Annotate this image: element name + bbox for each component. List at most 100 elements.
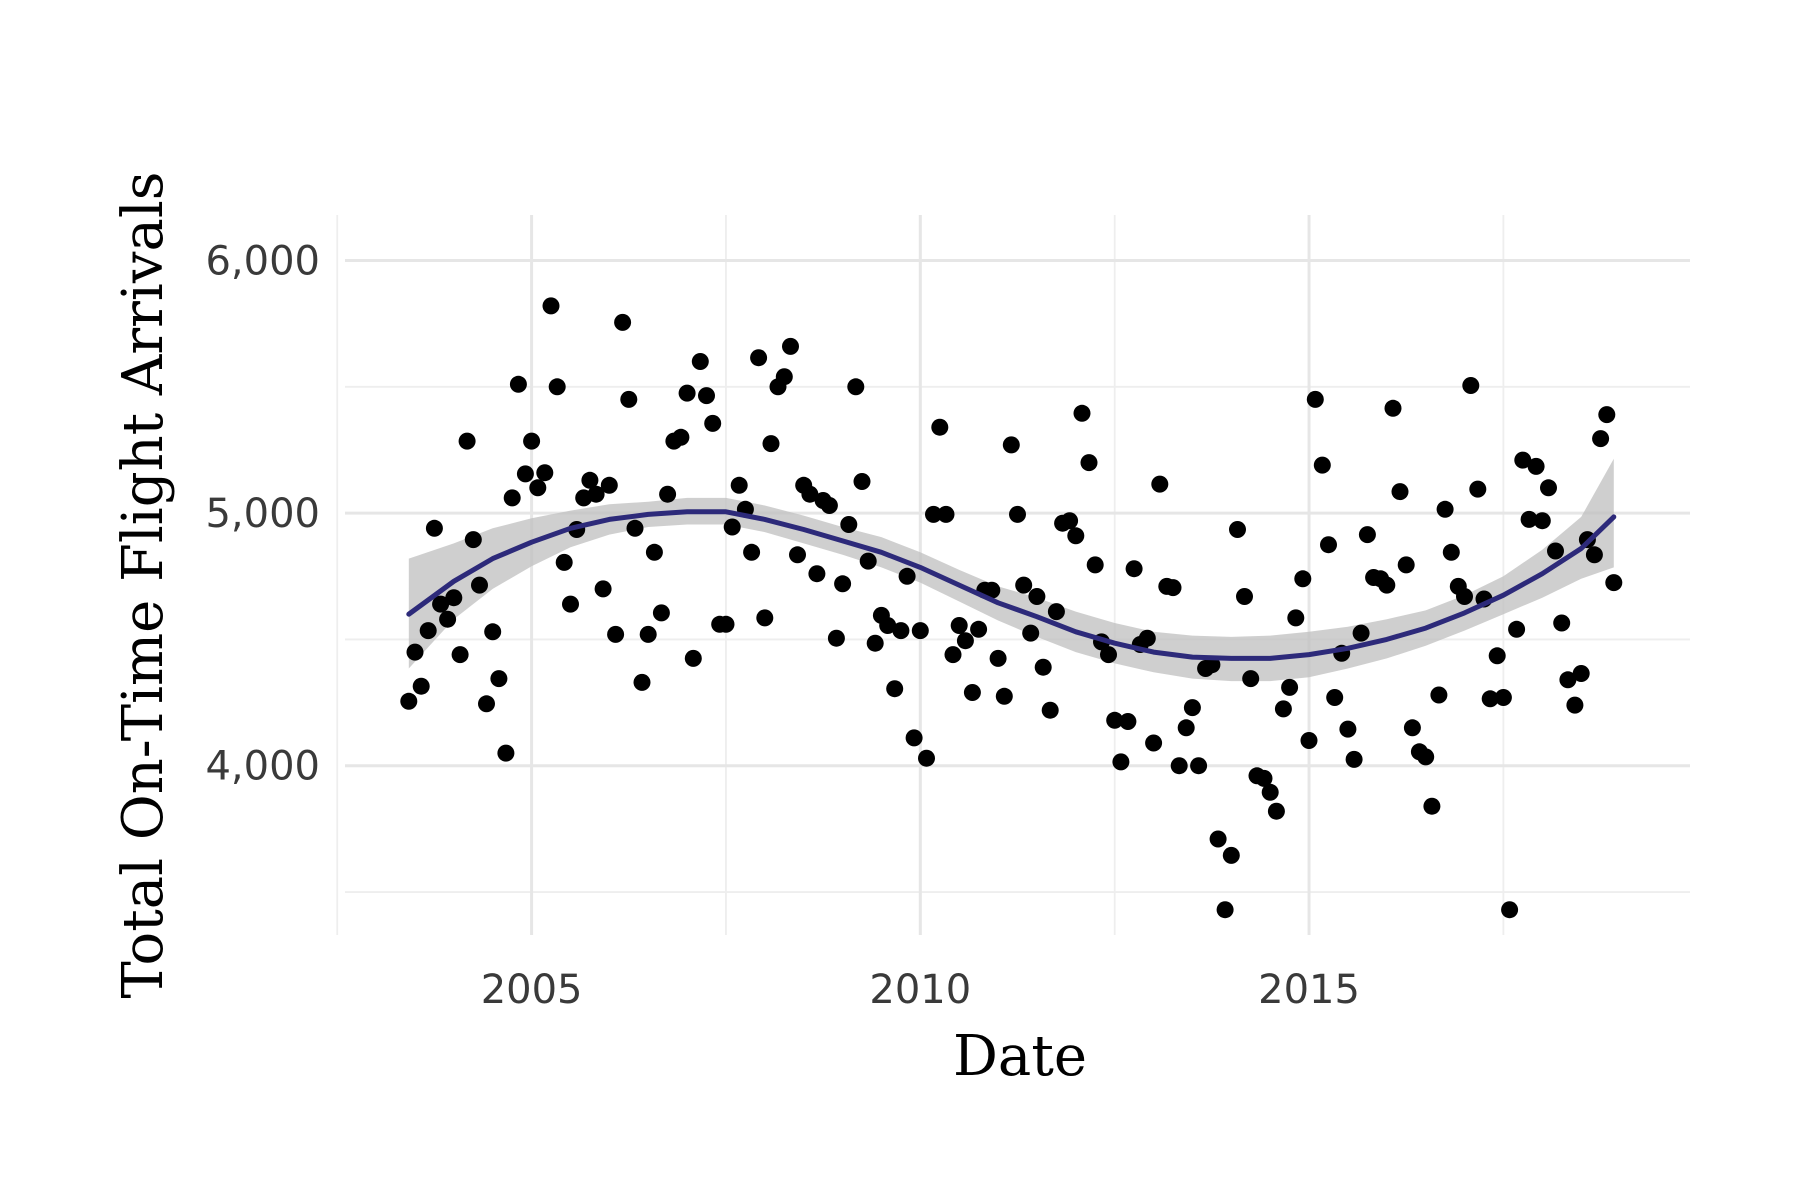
- trend-line: [406, 509, 1617, 661]
- data-point: [1417, 748, 1435, 766]
- data-point: [1481, 690, 1499, 708]
- data-point: [1378, 576, 1396, 594]
- data-point: [723, 518, 741, 536]
- data-point: [808, 565, 826, 583]
- data-point: [1138, 629, 1156, 647]
- data-point: [1469, 480, 1487, 498]
- data-point: [1287, 609, 1305, 627]
- data-point: [1086, 556, 1104, 574]
- data-point: [600, 476, 618, 494]
- data-point: [970, 620, 988, 638]
- data-point: [419, 622, 437, 640]
- data-point: [1501, 901, 1519, 919]
- data-point: [652, 604, 670, 622]
- data-point: [1527, 457, 1545, 475]
- data-point: [1203, 656, 1221, 674]
- data-point: [645, 543, 663, 561]
- data-point: [1041, 701, 1059, 719]
- data-point: [1222, 846, 1240, 864]
- data-point: [1177, 719, 1195, 737]
- data-point: [892, 622, 910, 640]
- minor-gridlines: [336, 215, 1690, 935]
- data-point: [1261, 783, 1279, 801]
- data-point: [445, 589, 463, 607]
- data-point: [458, 432, 476, 450]
- data-point: [659, 485, 677, 503]
- confidence-band: [408, 458, 1614, 682]
- data-point: [1190, 757, 1208, 775]
- data-points: [400, 297, 1623, 919]
- data-point: [1533, 512, 1551, 530]
- data-point: [1559, 671, 1577, 689]
- data-point: [1313, 456, 1331, 474]
- data-point: [678, 384, 696, 402]
- x-axis-ticks: 2005 2010 2015: [481, 967, 1360, 1013]
- data-point: [432, 595, 450, 613]
- data-point: [1326, 689, 1344, 706]
- data-point: [853, 473, 871, 490]
- y-axis-title: Total On-Time Flight Arrivals: [111, 172, 176, 999]
- data-point: [1592, 430, 1610, 448]
- data-point: [478, 695, 495, 713]
- data-point: [1274, 700, 1292, 718]
- data-point: [439, 610, 457, 628]
- data-point: [626, 519, 644, 537]
- data-point: [1566, 696, 1584, 714]
- data-point: [789, 546, 806, 564]
- data-point: [1145, 734, 1163, 752]
- data-point: [672, 428, 690, 446]
- data-point: [1183, 699, 1201, 717]
- y-axis-ticks: 4,000 5,000 6,000: [205, 238, 320, 789]
- data-point: [1514, 451, 1532, 469]
- data-point: [1267, 802, 1285, 820]
- data-point: [406, 643, 424, 661]
- data-point: [1209, 830, 1227, 848]
- data-point: [484, 623, 502, 641]
- data-point: [1002, 436, 1020, 454]
- data-point: [775, 368, 793, 386]
- data-point: [542, 297, 560, 315]
- data-point: [587, 485, 605, 503]
- data-point: [529, 479, 547, 497]
- x-tick-label: 2005: [481, 967, 583, 1013]
- data-point: [925, 505, 942, 523]
- data-point: [471, 576, 488, 594]
- data-point: [905, 729, 923, 747]
- data-point: [684, 649, 702, 667]
- data-point: [1281, 678, 1299, 696]
- data-point: [1164, 579, 1182, 597]
- data-point: [490, 670, 508, 688]
- data-point: [1430, 686, 1448, 704]
- data-point: [983, 581, 1001, 599]
- data-point: [847, 378, 865, 396]
- data-point: [801, 485, 819, 503]
- data-point: [1106, 711, 1124, 729]
- data-point: [886, 680, 904, 698]
- data-point: [1300, 732, 1318, 749]
- data-point: [1125, 560, 1143, 578]
- data-point: [750, 349, 768, 367]
- data-point: [1112, 753, 1130, 771]
- data-point: [607, 625, 625, 643]
- data-point: [509, 375, 527, 393]
- data-point: [1553, 614, 1571, 632]
- data-point: [1073, 404, 1091, 422]
- data-point: [730, 476, 748, 494]
- data-point: [1067, 527, 1085, 545]
- data-point: [1151, 475, 1169, 493]
- x-tick-label: 2015: [1258, 967, 1360, 1013]
- data-point: [516, 465, 534, 483]
- data-point: [1494, 689, 1512, 706]
- y-tick-label: 6,000: [205, 238, 320, 284]
- data-point: [1061, 512, 1079, 530]
- data-point: [562, 595, 579, 613]
- data-point: [1384, 399, 1402, 417]
- data-point: [859, 552, 877, 570]
- data-point: [1436, 500, 1454, 518]
- data-point: [1403, 719, 1421, 737]
- data-point: [1358, 526, 1376, 544]
- data-point: [691, 353, 709, 370]
- data-point: [1170, 757, 1188, 775]
- data-point: [1572, 665, 1590, 682]
- data-point: [1598, 406, 1616, 424]
